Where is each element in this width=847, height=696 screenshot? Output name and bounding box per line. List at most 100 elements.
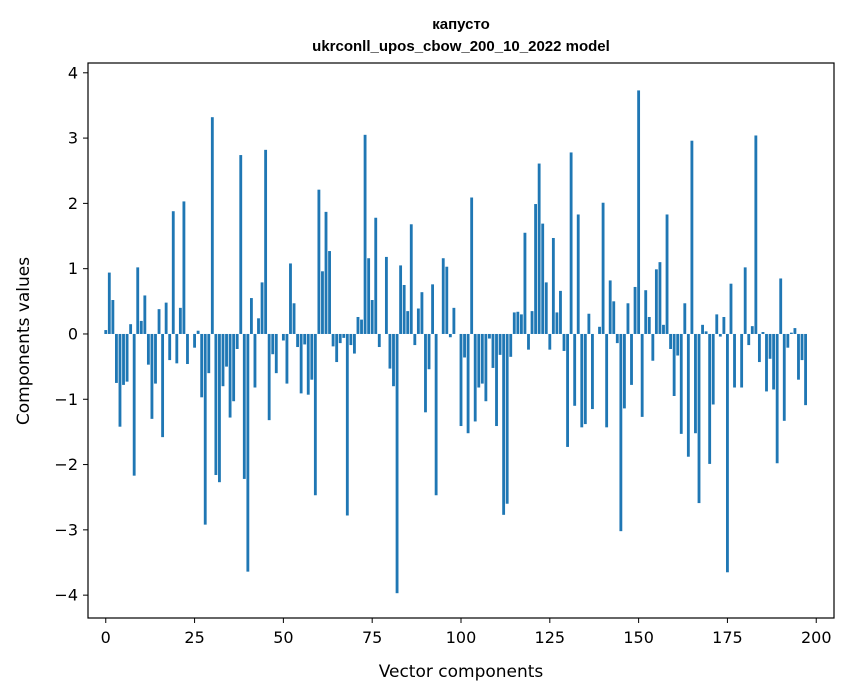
bar: [630, 333, 633, 385]
bar: [491, 333, 495, 368]
bar: [178, 307, 182, 334]
bar: [416, 308, 420, 334]
bar: [470, 197, 474, 334]
bar: [289, 263, 292, 334]
bar: [427, 333, 431, 370]
bar: [608, 280, 612, 334]
bar: [331, 333, 335, 347]
bar: [559, 290, 562, 334]
bar: [168, 333, 172, 361]
bar: [228, 333, 232, 418]
bar: [718, 333, 722, 337]
bar: [424, 333, 427, 413]
bar: [260, 282, 264, 334]
bar: [480, 333, 484, 384]
bar: [459, 333, 463, 427]
x-tick-label: 150: [623, 628, 654, 647]
bar: [598, 326, 601, 334]
chart-subtitle: ukrconll_upos_cbow_200_10_2022 model: [312, 38, 610, 55]
bar: [129, 324, 133, 334]
bar: [207, 333, 211, 374]
bar: [328, 251, 331, 334]
bar: [413, 333, 417, 346]
bar: [605, 333, 609, 428]
bar: [356, 316, 360, 334]
bar: [619, 333, 623, 532]
bar: [146, 333, 150, 365]
bar: [612, 301, 616, 334]
bar: [633, 286, 637, 334]
x-axis-label: Vector components: [379, 662, 544, 682]
y-axis-label: Components values: [14, 257, 34, 425]
bar: [441, 258, 445, 334]
bar: [363, 134, 367, 334]
bar: [306, 333, 310, 395]
bar: [221, 333, 225, 387]
bar: [793, 328, 797, 334]
bar: [132, 333, 136, 476]
bar: [111, 300, 115, 334]
bar: [516, 311, 520, 334]
bar: [214, 333, 218, 476]
bar: [651, 333, 655, 361]
bar: [502, 333, 506, 515]
bar: [488, 333, 491, 339]
bar: [580, 333, 584, 428]
bar: [200, 333, 204, 398]
x-tick-label: 125: [535, 628, 566, 647]
bar: [658, 262, 662, 334]
bar: [292, 303, 296, 334]
x-tick-label: 175: [712, 628, 743, 647]
bar: [452, 307, 456, 334]
bar: [402, 285, 406, 334]
y-tick-label: 3: [68, 129, 78, 148]
bar: [143, 295, 147, 334]
bar: [789, 332, 793, 334]
bar: [576, 214, 580, 334]
bar: [804, 333, 807, 406]
bar: [253, 333, 257, 388]
bar: [349, 333, 353, 346]
bar: [122, 333, 125, 385]
bar: [374, 217, 378, 334]
bar: [196, 330, 200, 334]
bar: [445, 266, 449, 334]
bar: [740, 333, 744, 388]
bar: [644, 290, 648, 334]
bar: [345, 333, 349, 516]
bar: [704, 331, 708, 334]
x-axis-ticks: 0 25 50 75 100 125 150 175 200: [101, 618, 832, 647]
bar: [729, 283, 733, 334]
bar: [665, 214, 669, 334]
y-tick-label: −1: [54, 390, 78, 409]
bar: [271, 333, 275, 355]
bar: [324, 211, 328, 334]
bar: [264, 149, 268, 334]
y-tick-label: 2: [68, 194, 78, 213]
bar: [683, 303, 687, 334]
bar: [186, 333, 189, 365]
bar: [310, 333, 314, 380]
bar: [527, 333, 530, 350]
y-tick-label: 0: [68, 324, 78, 343]
bar: [519, 314, 523, 334]
bar: [420, 292, 424, 334]
bar: [104, 330, 108, 334]
bar: [654, 269, 658, 334]
bar: [779, 278, 783, 334]
bar: [555, 312, 559, 334]
bar: [715, 314, 719, 334]
bar: [662, 324, 665, 334]
bar: [591, 333, 594, 410]
bar: [694, 333, 697, 434]
bar: [697, 333, 701, 504]
bar: [686, 333, 690, 457]
bar: [477, 333, 481, 388]
bar: [647, 316, 651, 334]
bar: [118, 333, 122, 427]
bar: [466, 333, 470, 434]
bar: [296, 333, 300, 348]
bar: [523, 232, 527, 334]
bar: [203, 333, 207, 525]
